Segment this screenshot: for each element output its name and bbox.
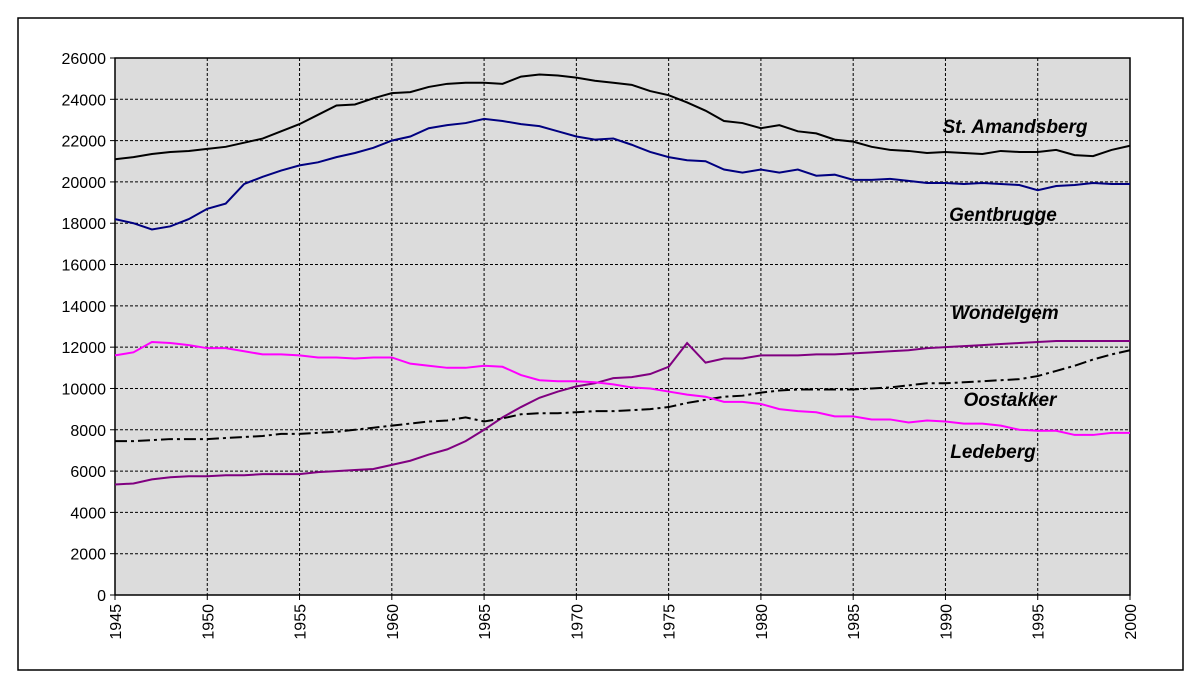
plot-border xyxy=(114,57,1131,596)
x-tick-label: 1950 xyxy=(200,604,217,640)
x-tick-label: 1970 xyxy=(569,604,586,640)
x-tick-label: 1985 xyxy=(846,604,863,640)
y-tick-label: 22000 xyxy=(62,134,107,151)
y-tick-label: 24000 xyxy=(62,92,107,109)
series-label: Ledeberg xyxy=(950,442,1036,463)
x-tick-label: 1955 xyxy=(293,604,310,640)
series-label: Gentbrugge xyxy=(949,205,1057,226)
y-tick-label: 6000 xyxy=(70,464,106,481)
y-tick-label: 20000 xyxy=(62,175,107,192)
y-tick-label: 8000 xyxy=(70,423,106,440)
series-label: Oostakker xyxy=(964,390,1059,411)
x-tick-label: 1975 xyxy=(662,604,679,640)
y-tick-label: 14000 xyxy=(62,299,107,316)
x-tick-label: 2000 xyxy=(1123,604,1140,640)
y-tick-label: 10000 xyxy=(62,381,107,398)
plot-area xyxy=(115,58,1130,595)
y-tick-label: 12000 xyxy=(62,340,107,357)
y-tick-label: 0 xyxy=(97,588,106,605)
y-tick-label: 4000 xyxy=(70,505,106,522)
series-line xyxy=(115,349,1131,443)
y-tick-label: 2000 xyxy=(70,547,106,564)
x-tick-label: 1980 xyxy=(754,604,771,640)
series-line xyxy=(114,340,1130,436)
series-line xyxy=(114,339,1130,486)
series-line xyxy=(114,73,1131,161)
y-tick-label: 26000 xyxy=(62,51,107,68)
series-label: Wondelgem xyxy=(951,303,1058,324)
x-tick-label: 1960 xyxy=(385,604,402,640)
series-label: St. Amandsberg xyxy=(943,117,1088,138)
y-tick-label: 16000 xyxy=(62,258,107,275)
x-tick-label: 1945 xyxy=(108,604,125,640)
x-tick-label: 1965 xyxy=(477,604,494,640)
x-tick-label: 1995 xyxy=(1031,604,1048,640)
x-tick-label: 1990 xyxy=(938,604,955,640)
y-tick-label: 18000 xyxy=(62,216,107,233)
series-line xyxy=(114,117,1130,231)
